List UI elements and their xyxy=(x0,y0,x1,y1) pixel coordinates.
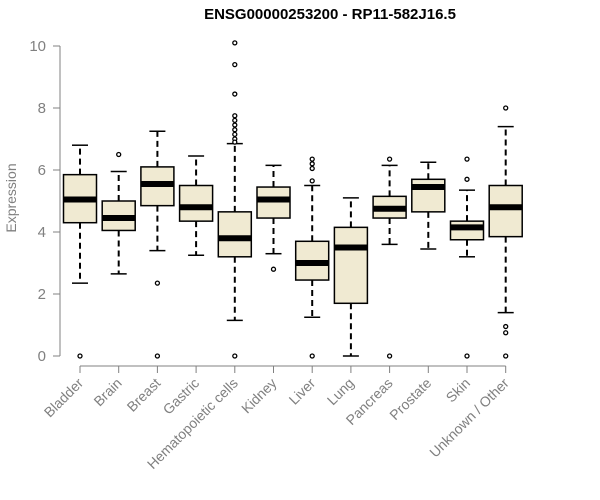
box-4-outlier-6 xyxy=(232,127,238,133)
x-tick-label-7: Lung xyxy=(324,375,357,408)
chart-title: ENSG00000253200 - RP11-582J16.5 xyxy=(204,6,456,23)
y-tick-label-6: 6 xyxy=(38,162,46,179)
box-10-outlier-0 xyxy=(464,156,470,162)
box-6-outlier-4 xyxy=(309,353,315,359)
box-6-outlier-0 xyxy=(309,156,315,162)
box-11-outlier-3 xyxy=(503,353,509,359)
box-4-outlier-1 xyxy=(232,61,238,68)
box-5-outlier-0 xyxy=(270,266,277,272)
x-tick-label-5: Kidney xyxy=(238,375,280,417)
box-1-outlier-0 xyxy=(116,151,122,158)
x-tick-label-2: Breast xyxy=(124,375,164,415)
box-4-outlier-3 xyxy=(232,113,238,119)
box-11-iqr xyxy=(488,184,523,238)
box-0-outlier-0 xyxy=(77,353,83,359)
y-tick-label-10: 10 xyxy=(29,38,46,55)
y-tick-label-4: 4 xyxy=(38,224,46,241)
x-tick-label-9: Prostate xyxy=(386,375,434,423)
box-6-outlier-1 xyxy=(309,161,315,167)
box-8-outlier-1 xyxy=(386,353,393,359)
box-4-outlier-10 xyxy=(232,353,238,359)
box-10-outlier-1 xyxy=(464,176,470,182)
box-8-outlier-0 xyxy=(386,156,393,162)
box-11-outlier-2 xyxy=(503,330,509,336)
x-tick-label-6: Liver xyxy=(286,375,319,408)
box-6-outlier-3 xyxy=(309,178,315,184)
box-4-outlier-2 xyxy=(232,91,238,97)
box-4-outlier-0 xyxy=(232,40,238,46)
x-tick-label-0: Bladder xyxy=(41,375,87,421)
box-4-outlier-9 xyxy=(232,139,238,145)
box-4-outlier-7 xyxy=(232,131,238,138)
box-7-iqr xyxy=(333,226,369,305)
box-2-outlier-1 xyxy=(154,353,161,359)
box-10-outlier-2 xyxy=(464,353,470,359)
y-tick-label-0: 0 xyxy=(38,348,46,365)
box-11-outlier-1 xyxy=(503,323,509,330)
box-4-outlier-4 xyxy=(232,117,238,124)
box-4-outlier-5 xyxy=(232,122,238,128)
y-tick-label-8: 8 xyxy=(38,100,46,117)
box-10-iqr xyxy=(449,220,485,241)
x-tick-label-1: Brain xyxy=(90,375,124,409)
box-5-iqr xyxy=(256,186,291,219)
y-tick-label-2: 2 xyxy=(38,286,46,303)
box-4-iqr xyxy=(217,211,253,258)
box-6-outlier-2 xyxy=(309,165,315,172)
x-tick-label-10: Skin xyxy=(443,375,474,406)
box-11-outlier-0 xyxy=(503,105,509,111)
box-2-outlier-0 xyxy=(154,280,161,286)
box-3-iqr xyxy=(178,184,214,222)
